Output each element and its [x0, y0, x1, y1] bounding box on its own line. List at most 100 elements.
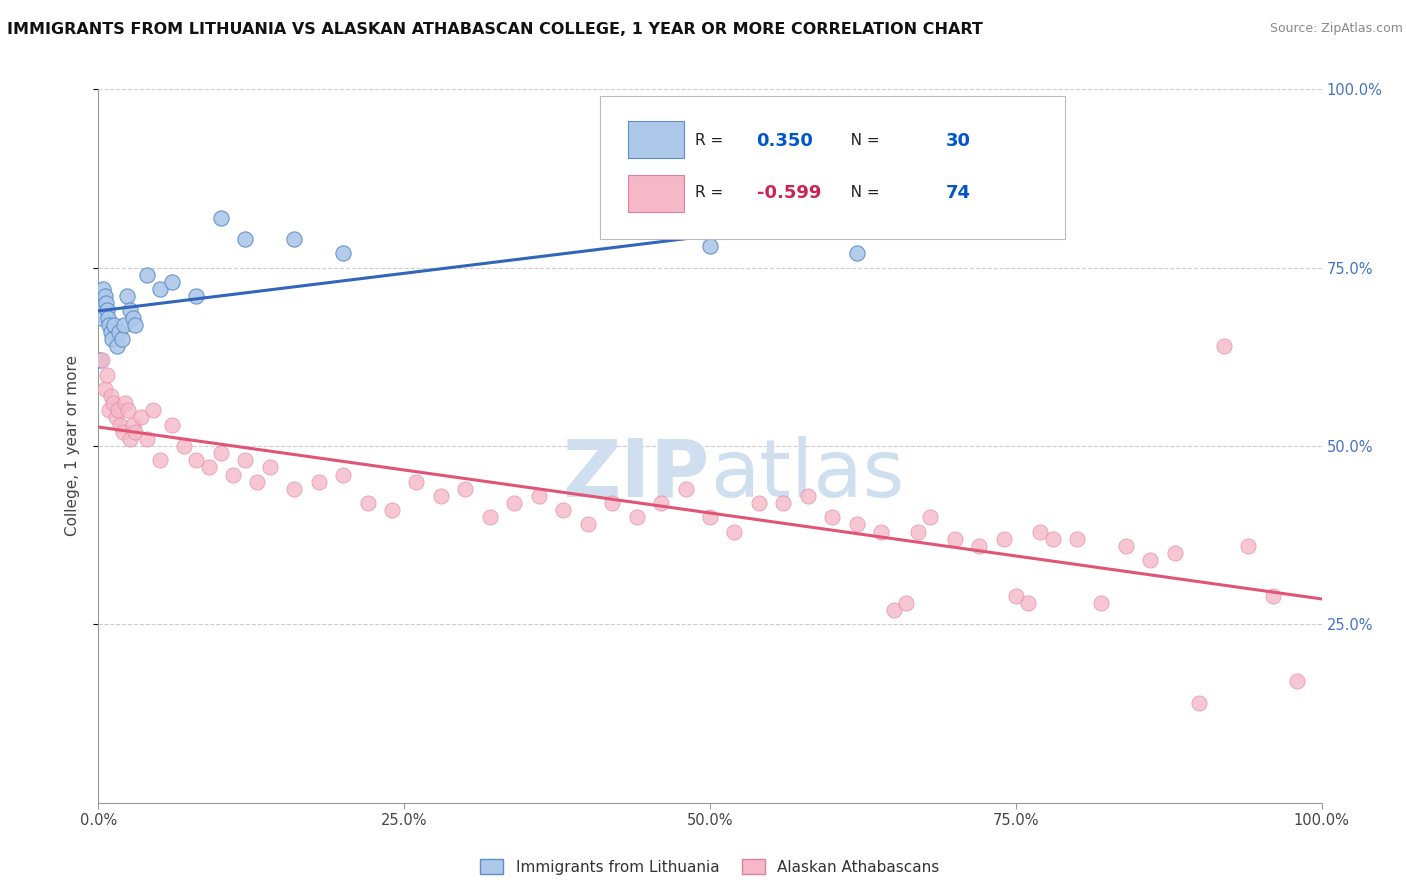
Point	[197, 460, 219, 475]
Point	[503, 496, 526, 510]
Point	[101, 332, 124, 346]
Point	[308, 475, 330, 489]
Point	[1066, 532, 1088, 546]
Point	[675, 482, 697, 496]
Point	[1164, 546, 1187, 560]
Point	[103, 318, 125, 332]
Point	[1115, 539, 1137, 553]
Point	[527, 489, 550, 503]
Point	[120, 432, 142, 446]
Point	[332, 467, 354, 482]
Point	[93, 382, 115, 396]
Point	[233, 453, 256, 467]
Point	[332, 246, 354, 260]
Y-axis label: College, 1 year or more: College, 1 year or more	[65, 356, 80, 536]
Point	[993, 532, 1015, 546]
Point	[120, 303, 142, 318]
Point	[186, 453, 208, 467]
Point	[136, 432, 159, 446]
Point	[821, 510, 844, 524]
Text: N =: N =	[837, 133, 884, 148]
Point	[967, 539, 990, 553]
Point	[96, 368, 118, 382]
Point	[98, 403, 121, 417]
Point	[114, 396, 136, 410]
Point	[93, 289, 115, 303]
Point	[90, 310, 112, 325]
Point	[943, 532, 966, 546]
Point	[356, 496, 378, 510]
Point	[699, 510, 721, 524]
Point	[160, 275, 183, 289]
Point	[105, 339, 128, 353]
Point	[112, 318, 135, 332]
Point	[405, 475, 427, 489]
Point	[797, 489, 820, 503]
Point	[907, 524, 929, 539]
Point	[98, 318, 121, 332]
Point	[699, 239, 721, 253]
Point	[1090, 596, 1112, 610]
Point	[222, 467, 245, 482]
Point	[381, 503, 404, 517]
Point	[1237, 539, 1260, 553]
Point	[430, 489, 453, 503]
Point	[186, 289, 208, 303]
Point	[149, 282, 172, 296]
Point	[91, 353, 114, 368]
Point	[283, 482, 305, 496]
Text: IMMIGRANTS FROM LITHUANIA VS ALASKAN ATHABASCAN COLLEGE, 1 YEAR OR MORE CORRELAT: IMMIGRANTS FROM LITHUANIA VS ALASKAN ATH…	[7, 22, 983, 37]
Point	[1042, 532, 1064, 546]
Point	[1188, 696, 1211, 710]
Point	[1261, 589, 1284, 603]
Legend: Immigrants from Lithuania, Alaskan Athabascans: Immigrants from Lithuania, Alaskan Athab…	[474, 853, 946, 880]
Point	[209, 446, 232, 460]
Point	[1004, 589, 1026, 603]
Point	[772, 496, 794, 510]
Point	[600, 496, 623, 510]
Point	[108, 325, 131, 339]
Point	[91, 296, 114, 310]
Point	[96, 303, 118, 318]
Point	[124, 425, 146, 439]
Text: Source: ZipAtlas.com: Source: ZipAtlas.com	[1270, 22, 1403, 36]
Point	[920, 510, 942, 524]
Point	[1029, 524, 1052, 539]
Point	[1212, 339, 1234, 353]
FancyBboxPatch shape	[628, 175, 685, 212]
Point	[111, 425, 134, 439]
Point	[149, 453, 172, 467]
FancyBboxPatch shape	[600, 96, 1064, 239]
Point	[91, 282, 114, 296]
Text: -0.599: -0.599	[756, 184, 821, 202]
Point	[107, 403, 129, 417]
Point	[650, 496, 672, 510]
Text: ZIP: ZIP	[562, 435, 710, 514]
Point	[121, 417, 143, 432]
Point	[233, 232, 256, 246]
Point	[111, 332, 134, 346]
Text: 74: 74	[946, 184, 972, 202]
Point	[883, 603, 905, 617]
Point	[209, 211, 232, 225]
Point	[454, 482, 477, 496]
Point	[870, 524, 893, 539]
Point	[110, 417, 132, 432]
Point	[129, 410, 152, 425]
Point	[104, 410, 127, 425]
Point	[1286, 674, 1309, 689]
Point	[1017, 596, 1039, 610]
Point	[553, 503, 575, 517]
FancyBboxPatch shape	[628, 121, 685, 159]
Point	[121, 310, 143, 325]
Point	[576, 517, 599, 532]
Point	[283, 232, 305, 246]
Point	[246, 475, 269, 489]
Point	[100, 389, 122, 403]
Point	[115, 289, 138, 303]
Point	[1139, 553, 1161, 567]
Point	[94, 296, 117, 310]
Point	[173, 439, 195, 453]
Point	[748, 496, 770, 510]
Point	[101, 396, 124, 410]
